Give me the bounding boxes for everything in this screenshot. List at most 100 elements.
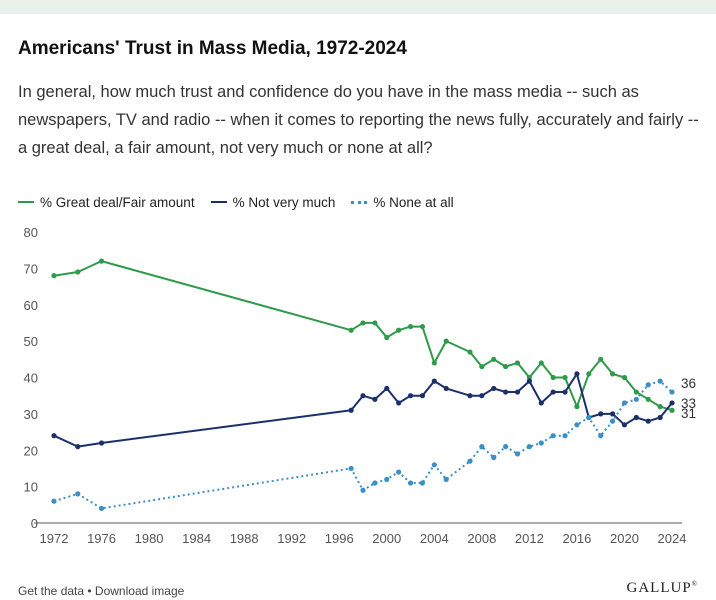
- series-point-0: [621, 374, 628, 381]
- y-tick-label: 10: [24, 480, 38, 495]
- y-tick-label: 50: [24, 334, 38, 349]
- series-point-0: [467, 349, 473, 355]
- y-tick-label: 80: [24, 225, 38, 240]
- download-image-link[interactable]: Download image: [94, 584, 185, 598]
- x-tick-label: 1980: [135, 531, 164, 546]
- footer-links: Get the data • Download image: [18, 584, 184, 598]
- series-point-0: [419, 323, 426, 330]
- end-value-label-1: 33: [681, 396, 696, 411]
- get-data-link[interactable]: Get the data: [18, 584, 85, 598]
- x-tick-label: 1988: [230, 531, 259, 546]
- series-point-2: [396, 469, 402, 475]
- series-point-0: [407, 323, 414, 330]
- series-point-1: [372, 396, 378, 402]
- series-point-2: [503, 444, 509, 450]
- series-point-1: [598, 411, 604, 417]
- series-point-1: [514, 389, 521, 395]
- series-point-0: [645, 396, 651, 402]
- series-line-2: [53, 380, 673, 510]
- series-point-0: [562, 374, 568, 381]
- x-tick-label: 1996: [325, 531, 354, 546]
- series-point-0: [574, 404, 580, 410]
- series-point-2: [514, 451, 521, 457]
- series-point-0: [396, 327, 402, 333]
- series-point-1: [657, 414, 663, 421]
- y-tick-label: 40: [24, 371, 38, 386]
- series-point-0: [348, 327, 354, 333]
- series-point-2: [609, 418, 616, 424]
- series-line-0: [53, 260, 673, 412]
- series-point-2: [467, 458, 473, 464]
- series-point-1: [360, 393, 366, 399]
- series-point-1: [562, 389, 568, 395]
- x-tick-label: 2012: [515, 531, 544, 546]
- chart-card: Americans' Trust in Mass Media, 1972-202…: [0, 14, 716, 600]
- series-point-1: [669, 400, 675, 406]
- series-point-2: [562, 433, 568, 439]
- series-point-2: [98, 505, 105, 512]
- end-value-label-2: 36: [681, 376, 696, 391]
- y-tick-label: 0: [31, 516, 38, 531]
- x-tick-label: 2024: [658, 531, 687, 546]
- series-point-2: [407, 480, 414, 486]
- series-point-0: [526, 374, 532, 381]
- x-tick-label: 2016: [562, 531, 591, 546]
- series-point-0: [657, 404, 663, 410]
- series-point-0: [491, 356, 497, 362]
- y-tick-label: 20: [24, 443, 38, 458]
- chart-subtitle: In general, how much trust and confidenc…: [18, 83, 699, 157]
- series-point-1: [75, 444, 81, 450]
- series-point-2: [550, 433, 556, 439]
- legend-item-none-at-all[interactable]: % None at all: [351, 194, 454, 210]
- series-point-2: [491, 454, 497, 461]
- series-point-2: [384, 476, 390, 482]
- series-point-2: [538, 440, 544, 446]
- legend-swatch-none-at-all: [351, 200, 368, 204]
- series-point-0: [384, 334, 390, 341]
- series-point-1: [550, 389, 556, 395]
- y-tick-label: 70: [24, 261, 38, 276]
- series-point-2: [479, 444, 485, 450]
- series-point-1: [574, 371, 580, 377]
- legend-item-not-very-much[interactable]: % Not very much: [210, 195, 335, 210]
- series-point-0: [98, 258, 105, 264]
- series-point-1: [609, 411, 616, 417]
- series-point-2: [443, 476, 449, 482]
- y-tick-label: 60: [24, 298, 38, 313]
- series-point-1: [431, 378, 437, 384]
- series-line-1: [53, 372, 673, 448]
- legend-label-none-at-all: % None at all: [373, 194, 454, 210]
- series-point-0: [598, 356, 604, 362]
- series-point-1: [491, 385, 497, 392]
- series-point-2: [621, 400, 628, 406]
- series-point-2: [657, 378, 663, 384]
- series-point-1: [98, 440, 105, 446]
- series-point-1: [621, 422, 628, 428]
- series-point-2: [360, 487, 366, 493]
- x-tick-label: 1972: [40, 531, 69, 546]
- series-point-2: [419, 480, 426, 486]
- series-point-0: [51, 273, 57, 279]
- series-point-1: [407, 393, 414, 399]
- gallup-logo: GALLUP®: [626, 580, 698, 596]
- legend-swatch-not-very-much: [210, 201, 227, 203]
- series-point-0: [586, 371, 592, 377]
- footer-separator: •: [84, 584, 95, 598]
- gallup-wordmark: GALLUP: [626, 580, 692, 596]
- series-point-2: [431, 462, 437, 468]
- series-point-0: [443, 338, 449, 344]
- x-tick-label: 2004: [420, 531, 449, 546]
- legend-swatch-great-deal: [18, 201, 34, 203]
- series-point-0: [479, 363, 485, 370]
- series-point-1: [396, 400, 402, 406]
- series-point-0: [669, 407, 675, 413]
- x-tick-label: 1984: [182, 531, 211, 546]
- series-point-0: [609, 371, 616, 377]
- legend-item-great-deal[interactable]: % Great deal/Fair amount: [18, 195, 195, 210]
- series-point-2: [598, 433, 604, 439]
- series-point-2: [586, 414, 592, 421]
- series-point-1: [479, 393, 485, 399]
- series-point-1: [348, 407, 354, 413]
- end-value-label-0: 31: [681, 406, 696, 421]
- series-point-2: [669, 389, 675, 395]
